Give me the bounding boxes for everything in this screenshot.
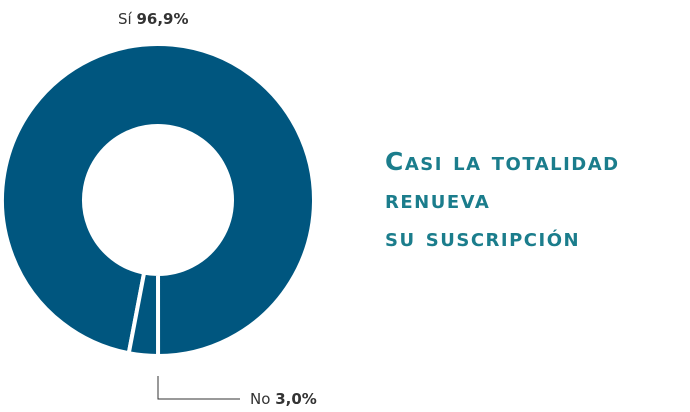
slice-label: No 3,0%: [250, 390, 317, 408]
category-label: No: [250, 390, 270, 408]
title-line: Casi la totalidad: [385, 147, 620, 176]
donut: [0, 42, 316, 359]
value-label: 96,9%: [136, 10, 188, 28]
slice: [0, 42, 316, 359]
leader-line: [157, 376, 240, 400]
title-line: su suscripción: [385, 223, 580, 252]
title-line: renueva: [385, 185, 490, 214]
slice-label: Sí 96,9%: [118, 10, 189, 28]
value-label: 3,0%: [275, 390, 317, 408]
category-label: Sí: [118, 10, 133, 28]
slice: [126, 270, 161, 359]
